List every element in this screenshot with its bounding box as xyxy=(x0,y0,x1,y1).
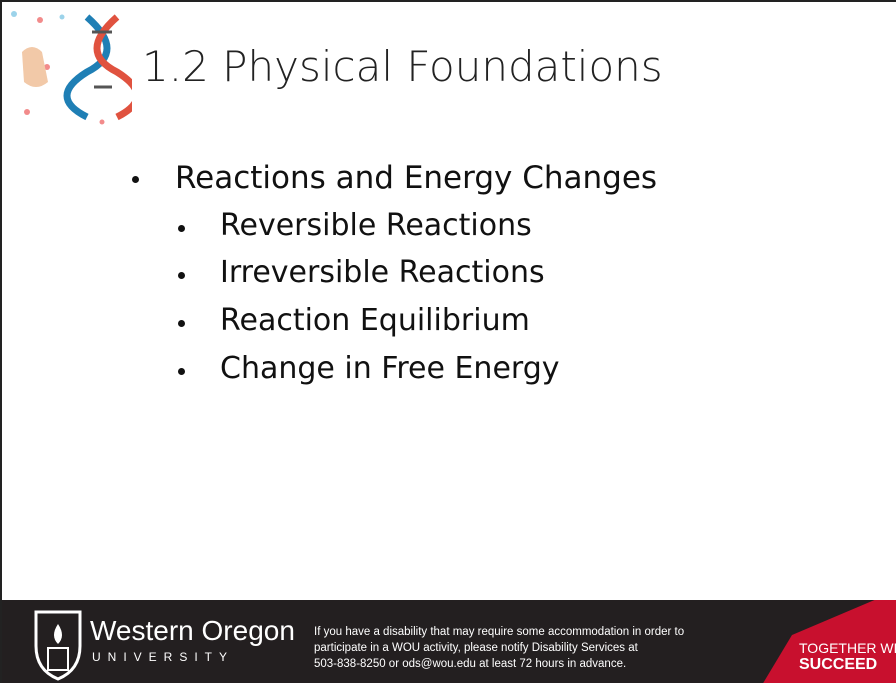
notice-line: If you have a disability that may requir… xyxy=(314,626,684,638)
dna-icon xyxy=(2,2,132,132)
sub-bullet-text: Irreversible Reactions xyxy=(220,255,545,290)
logo-subtitle: UNIVERSITY xyxy=(92,650,234,664)
slide: 1.2 Physical Foundations Reactions and E… xyxy=(0,0,896,683)
bullet xyxy=(178,320,185,327)
tagline: SUCCEED xyxy=(799,656,877,674)
sub-bullet-text: Reaction Equilibrium xyxy=(220,303,530,338)
sub-bullet-text: Reversible Reactions xyxy=(220,208,532,243)
logo-name: Western Oregon xyxy=(90,615,295,647)
bullet xyxy=(132,176,139,183)
slide-title: 1.2 Physical Foundations xyxy=(142,42,663,91)
tagline: TOGETHER WE xyxy=(799,640,896,656)
sub-bullet-text: Change in Free Energy xyxy=(220,351,560,386)
notice-line: 503-838-8250 or ods@wou.edu at least 72 … xyxy=(314,658,626,670)
notice-line: participate in a WOU activity, please no… xyxy=(314,642,638,654)
bullet-text: Reactions and Energy Changes xyxy=(175,160,657,196)
page: 1.2 Physical Foundations Reactions and E… xyxy=(0,0,896,683)
footer: Western Oregon UNIVERSITY If you have a … xyxy=(2,600,896,683)
bullet xyxy=(178,225,185,232)
bullet xyxy=(178,272,185,279)
bullet xyxy=(178,368,185,375)
